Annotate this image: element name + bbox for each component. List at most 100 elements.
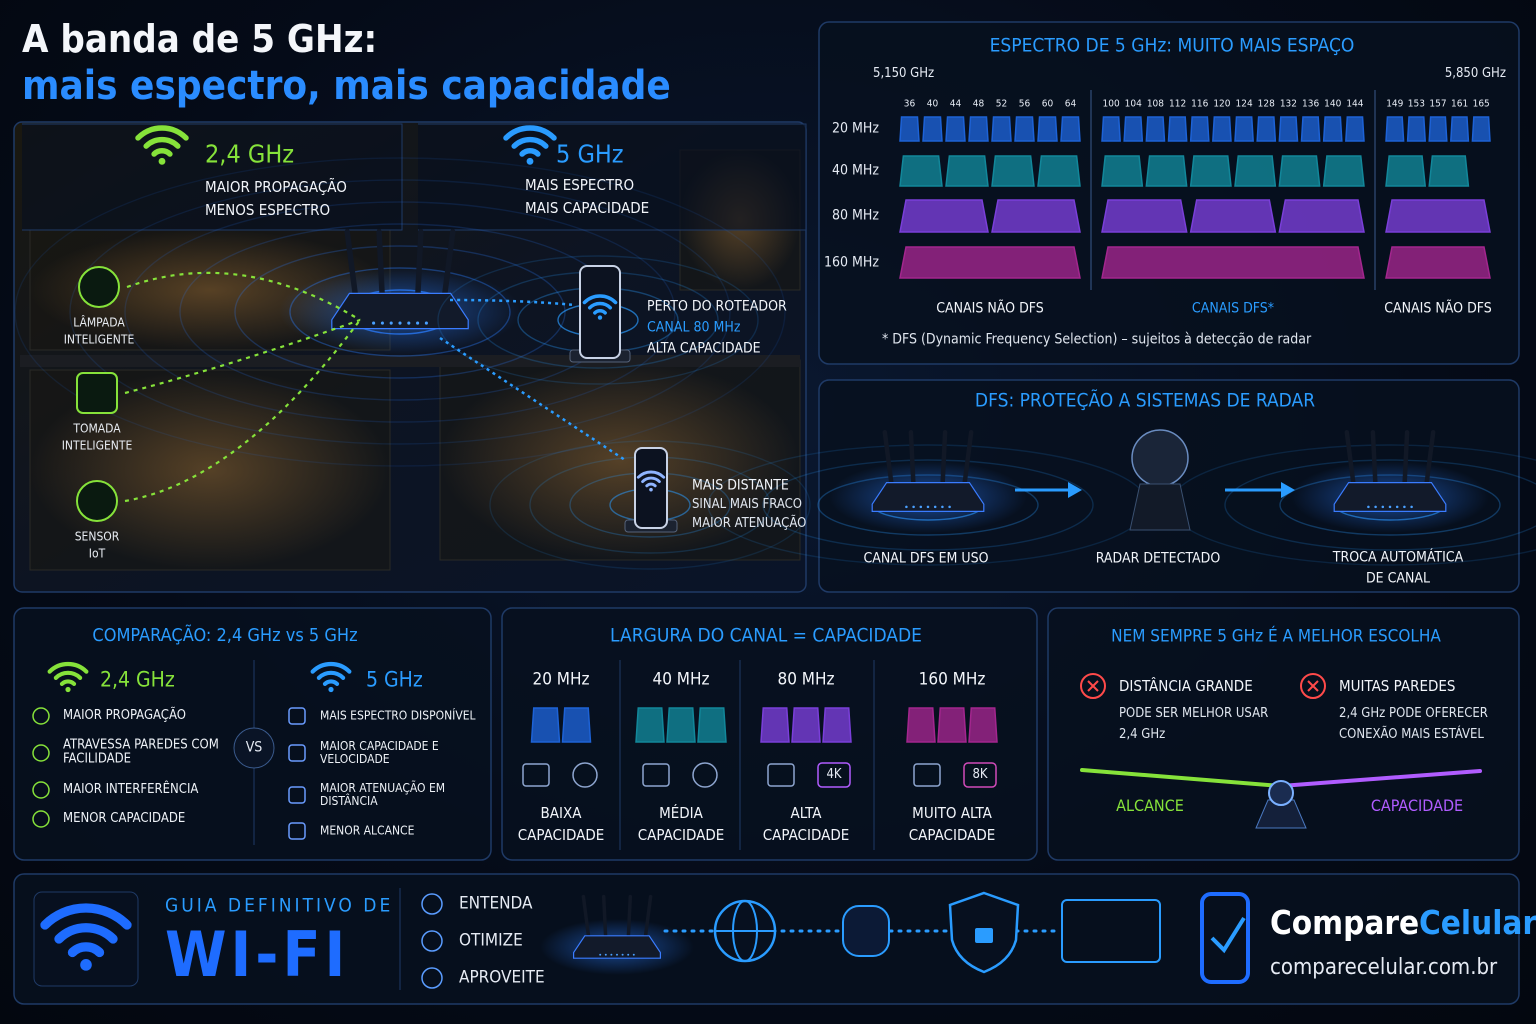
width-block (937, 707, 967, 743)
width-block (791, 707, 821, 743)
channel-block (1145, 116, 1166, 142)
antenna (643, 894, 653, 942)
group-label: CANAIS DFS* (1191, 300, 1275, 317)
column-title: 5 GHz (366, 667, 423, 692)
channel-block (1406, 116, 1426, 142)
antenna (1402, 429, 1410, 491)
wifi-arc (310, 661, 352, 674)
step-icon (421, 893, 443, 915)
use-icon (572, 762, 598, 788)
device-label: INTELIGENTE (61, 438, 133, 453)
comparison-item: MAIOR PROPAGAÇÃO (63, 707, 186, 723)
room-light (30, 370, 390, 570)
wifi-dot (526, 157, 534, 165)
band-line: MAIS CAPACIDADE (525, 198, 650, 217)
band-line: MAIOR PROPAGAÇÃO (205, 177, 347, 196)
item-icon (288, 707, 306, 725)
group-label: CANAIS NÃO DFS (936, 300, 1044, 317)
channel-block (1322, 116, 1343, 142)
radar-dome (1131, 429, 1189, 487)
dfs-router (829, 429, 1027, 533)
dfs-step: RADAR DETECTADO (1095, 550, 1221, 567)
channel-block (899, 199, 989, 233)
phone-logo (1200, 892, 1250, 984)
channel-number: 112 (1168, 98, 1187, 110)
wifi-arc (67, 942, 105, 958)
comparison-item: MAIOR INTERFERÊNCIA (63, 781, 199, 797)
antenna (626, 894, 633, 942)
wifi-arc (593, 308, 607, 315)
dfs-step: CANAL DFS EM USO (863, 550, 989, 567)
guide-small: GUIA DEFINITIVO DE (165, 894, 394, 917)
signal-path (439, 336, 626, 462)
device-label: IoT (88, 546, 106, 561)
x-icon (1080, 673, 1106, 699)
band-line: MENOS ESPECTRO (205, 200, 331, 219)
channel-block (1278, 116, 1299, 142)
panel-title: ESPECTRO DE 5 GHz: MUITO MAIS ESPAÇO (989, 34, 1355, 57)
channel-block (1167, 116, 1188, 142)
device-label: SENSOR (74, 529, 120, 544)
wifi-arc (40, 903, 132, 930)
router-led (1403, 505, 1406, 509)
step-icon (421, 967, 443, 989)
wifi-icon (503, 125, 557, 165)
use-icon (767, 763, 795, 787)
comparison-item: MAIS ESPECTRO DISPONÍVEL (320, 708, 476, 723)
balance-label: ALCANCE (1116, 796, 1184, 816)
antenna (376, 229, 386, 303)
x-mark (1307, 680, 1319, 692)
width-block (561, 707, 592, 743)
width-block (697, 707, 727, 743)
signal-path (126, 271, 361, 321)
antenna (1423, 429, 1436, 491)
choice-title: DISTÂNCIA GRANDE (1119, 676, 1253, 695)
channel-block (1385, 246, 1491, 279)
width-block (968, 707, 998, 743)
check-mark (1210, 916, 1246, 954)
router-body (573, 935, 661, 959)
channel-number: 44 (949, 98, 962, 110)
wifi-arc (135, 125, 189, 141)
item-icon (288, 744, 306, 762)
choice-text: CONEXÃO MAIS ESTÁVEL (1339, 726, 1484, 742)
panel-title: NEM SEMPRE 5 GHz É A MELHOR ESCOLHA (1111, 626, 1441, 647)
channel-number: 120 (1213, 98, 1231, 110)
wifi-icon (636, 470, 666, 492)
router-body (1333, 482, 1447, 512)
router-body (331, 292, 469, 330)
antenna (940, 429, 948, 491)
item-icon (32, 707, 50, 725)
channel-number: 128 (1257, 98, 1275, 110)
badge-box (817, 762, 851, 788)
channel-block (1189, 116, 1210, 142)
balance-right (1279, 769, 1482, 788)
badge-box (963, 762, 997, 788)
vs-label: VS (245, 739, 263, 756)
comparison-item: ATRAVESSA PAREDES COM FACILIDADE (63, 737, 219, 767)
channel-block (1212, 116, 1232, 142)
channel-block (1322, 155, 1365, 187)
antenna (581, 894, 591, 942)
channel-number: 60 (1041, 98, 1054, 110)
balance-pivot (1268, 780, 1294, 806)
channel-number: 100 (1102, 98, 1120, 110)
antenna (441, 229, 456, 303)
item-icon (32, 810, 50, 828)
signal-ring (69, 179, 731, 445)
router-led (933, 505, 937, 509)
use-icon (642, 763, 670, 787)
wifi-icon (582, 294, 618, 320)
lock-icon (975, 928, 993, 943)
channel-number: 108 (1146, 98, 1164, 110)
channel-number: 161 (1451, 98, 1469, 110)
slab (20, 355, 800, 367)
x-icon (1300, 673, 1326, 699)
brand-name: Celular (1419, 902, 1536, 942)
devices-icon (1061, 899, 1161, 963)
dfs-router (1291, 429, 1489, 533)
wifi-dot (158, 157, 166, 165)
far-label: MAIS DISTANTE (692, 477, 789, 494)
width-block (530, 707, 561, 743)
